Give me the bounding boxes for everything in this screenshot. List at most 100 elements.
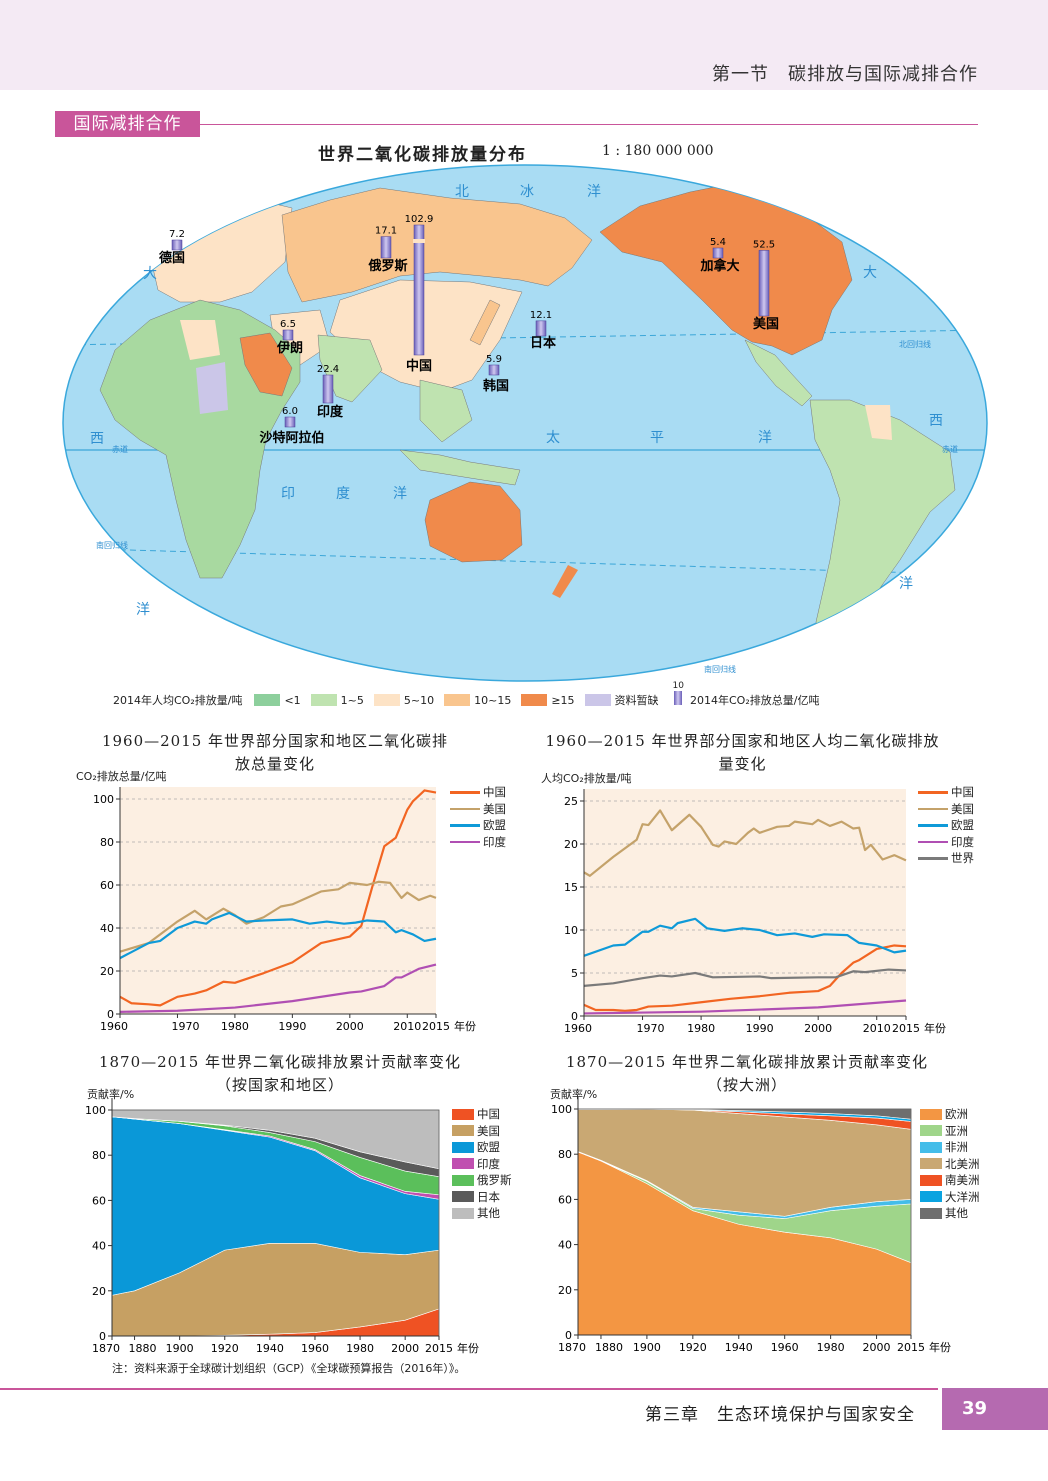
y-tick-label: 20 <box>564 838 578 851</box>
chart4-ylabel: 贡献率/% <box>550 1088 598 1101</box>
legend-item: 其他 <box>920 1205 980 1222</box>
x-tick-label: 1940 <box>725 1341 753 1354</box>
x-tick-label: 2015 <box>892 1022 920 1035</box>
bar-value: 17.1 <box>375 226 397 237</box>
country-label: 印度 <box>317 404 344 420</box>
legend-bar-value: 10 <box>672 681 684 691</box>
ocean-label: 度 <box>336 486 350 502</box>
country-label: 俄罗斯 <box>367 258 407 274</box>
x-tick-label: 1870 <box>558 1341 586 1354</box>
y-tick-label: 80 <box>92 1149 106 1162</box>
x-tick-label: 1960 <box>100 1020 128 1033</box>
legend-marker <box>918 791 948 794</box>
legend-marker <box>452 1108 474 1120</box>
legend-label: 欧盟 <box>477 1140 500 1154</box>
ocean-label: 洋 <box>587 184 601 200</box>
australia <box>424 481 523 563</box>
legend-label: 欧洲 <box>945 1107 968 1121</box>
x-tick-label: 1900 <box>166 1342 194 1355</box>
latitude-line-label: 赤道 <box>112 444 128 454</box>
legend-marker <box>918 807 948 810</box>
x-tick-label: 1960 <box>564 1022 592 1035</box>
legend-item: 其他 <box>452 1205 512 1222</box>
legend-item: 俄罗斯 <box>452 1172 512 1189</box>
x-tick-label: 1980 <box>221 1020 249 1033</box>
plot-background <box>120 787 436 1014</box>
saudi-arabia <box>239 332 293 397</box>
legend-label: 印度 <box>483 834 506 849</box>
y-tick-label: 20 <box>92 1285 106 1298</box>
ocean-label: 西 <box>90 431 104 447</box>
legend-marker <box>920 1141 942 1153</box>
legend-label: 亚洲 <box>945 1123 968 1138</box>
bar-value: 6.0 <box>282 406 298 417</box>
japan <box>469 299 501 346</box>
legend-total-label: 2014年CO₂排放总量/亿吨 <box>690 694 820 707</box>
ocean-label: 西 <box>929 413 943 429</box>
legend-label: 印度 <box>951 834 974 849</box>
chart1-legend: 中国 美国 欧盟 印度 <box>450 784 506 850</box>
legend-label: 大洋洲 <box>945 1189 980 1204</box>
latitude-line-label: 赤道 <box>942 444 958 454</box>
y-tick-label: 5 <box>571 967 578 980</box>
country-marker: 5.9 韩国 <box>483 354 509 394</box>
legend-item: 印度 <box>452 1156 512 1173</box>
bar-value: 6.5 <box>280 319 296 330</box>
bar-value: 102.9 <box>405 214 434 225</box>
series-line-印度 <box>583 999 907 1015</box>
legend-label: 美国 <box>483 801 506 816</box>
country-marker: 102.9 中国 <box>405 214 434 374</box>
legend-class-label: <1 <box>284 693 301 707</box>
legend-marker <box>918 840 948 843</box>
x-tick-label: 2015 <box>422 1020 450 1033</box>
legend-label: 印度 <box>477 1156 500 1171</box>
bar-break <box>413 239 425 243</box>
southeast-asia <box>419 379 473 443</box>
country-label: 韩国 <box>483 378 509 394</box>
legend-item: 亚洲 <box>920 1123 980 1140</box>
series-line-欧盟 <box>583 917 907 957</box>
y-tick-label: 15 <box>564 881 578 894</box>
legend-marker <box>452 1125 474 1137</box>
legend-item: 北美洲 <box>920 1156 980 1173</box>
emission-bar <box>322 374 334 404</box>
legend-swatch <box>310 694 337 706</box>
country-marker: 6.5 伊朗 <box>276 319 303 356</box>
latitude-line-label: 南回归线 <box>704 664 736 674</box>
legend-marker <box>450 791 480 794</box>
chart3-ylabel: 贡献率/% <box>87 1088 135 1101</box>
world-map: 7.2德国17.1俄罗斯102.9中国6.5伊朗22.4印度6.0沙特阿拉伯12… <box>62 164 988 682</box>
x-tick-label: 2000 <box>804 1022 832 1035</box>
chart4-legend: 欧洲 亚洲 非洲 北美洲 南美洲 大洋洲 其他 <box>920 1106 980 1222</box>
legend-bar-sample: 10 <box>673 681 684 705</box>
x-tick-label: 1960 <box>771 1341 799 1354</box>
legend-class-label: 5~10 <box>403 693 435 707</box>
latitude-line-label: 南回归线 <box>96 540 128 550</box>
legend-marker <box>452 1158 474 1170</box>
chart2-legend: 中国 美国 欧盟 印度 世界 <box>918 784 974 867</box>
series-line-欧盟 <box>119 911 437 960</box>
legend-marker <box>452 1141 474 1153</box>
ocean-label: 印 <box>281 486 295 502</box>
y-tick-label: 60 <box>558 1193 572 1206</box>
y-tick-label: 0 <box>99 1330 106 1343</box>
ocean-label: 平 <box>650 430 664 446</box>
legend-marker <box>920 1125 942 1137</box>
x-tick-label: 2000 <box>391 1342 419 1355</box>
y-tick-label: 20 <box>558 1284 572 1297</box>
footer-chapter: 第三章 生态环境保护与国家安全 <box>645 1405 915 1425</box>
ocean-label: 大 <box>143 266 157 282</box>
emission-bar <box>488 364 500 376</box>
country-label: 德国 <box>159 250 185 266</box>
legend-marker <box>452 1207 474 1219</box>
legend-label: 中国 <box>951 785 974 799</box>
emission-bar <box>284 416 296 428</box>
legend-label: 欧盟 <box>951 818 974 832</box>
legend-per-capita-label: 2014年人均CO₂排放量/吨 <box>113 694 243 707</box>
legend-label: 非洲 <box>945 1140 968 1154</box>
legend-item: 中国 <box>918 784 974 801</box>
country-marker: 17.1 俄罗斯 <box>367 226 407 274</box>
ocean-label: 冰 <box>520 184 534 200</box>
x-tick-label: 2000 <box>863 1341 891 1354</box>
